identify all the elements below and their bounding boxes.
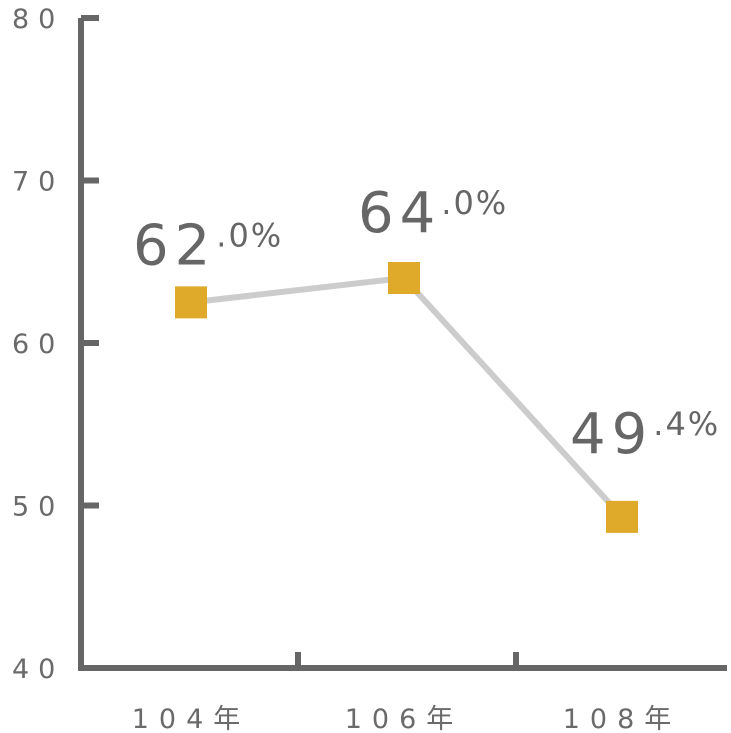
data-labels: 62.0% 64.0%49.4%	[133, 181, 720, 467]
data-point-marker	[606, 500, 638, 533]
data-point-marker	[388, 262, 420, 294]
x-tick-labels: 104年 106年 108年	[132, 704, 682, 733]
data-label-decimal: .0%	[216, 216, 283, 254]
data-point-marker	[175, 286, 207, 319]
data-label-integer: 49	[570, 402, 653, 467]
y-tick-label: 50	[12, 492, 64, 523]
series-lines	[190, 275, 625, 519]
data-label: 62.0%	[133, 213, 283, 278]
axes	[78, 15, 727, 671]
y-tick-label: 70	[12, 167, 64, 198]
x-tick-label: 108年	[563, 704, 682, 733]
data-label-decimal: .4%	[653, 405, 720, 443]
data-label: 64.0%	[358, 181, 508, 246]
data-label-integer: 62	[133, 213, 216, 278]
series-markers	[175, 262, 638, 533]
y-tick-label: 60	[12, 329, 64, 360]
y-tick-label: 40	[12, 654, 64, 685]
x-tick-label: 104年	[132, 704, 251, 733]
data-label: 49.4%	[570, 402, 720, 467]
y-tick-label: 80	[12, 4, 64, 35]
data-label-decimal: .0%	[441, 184, 508, 222]
series-line	[190, 275, 625, 519]
x-tick-label: 106年	[345, 704, 464, 733]
data-label-integer: 64	[358, 181, 441, 246]
y-tick-labels: 40 50 60 70 80	[12, 4, 64, 685]
